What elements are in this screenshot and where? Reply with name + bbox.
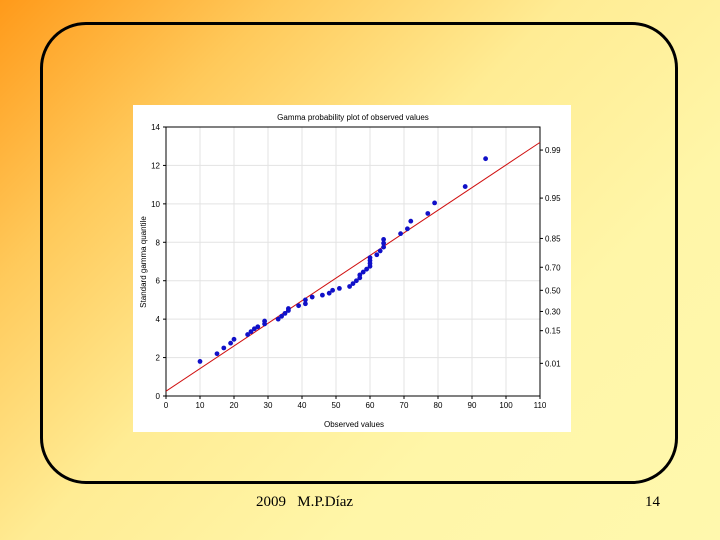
chart-panel: 0 10 20 30 40 50 60 70 80 90 100 110 0 2 4 6 8 10 12 14 0.…	[133, 105, 571, 432]
x-tick-label: 10	[196, 401, 205, 410]
data-point	[197, 359, 203, 364]
data-point	[377, 248, 383, 254]
footer-author: 2009 M.P.Díaz	[256, 494, 354, 510]
x-tick-label: 0	[164, 401, 169, 410]
x-tick-label: 70	[400, 401, 409, 410]
right-tick-label: 0.99	[545, 146, 561, 155]
y-tick-label: 12	[151, 161, 160, 170]
x-axis-ticks: 0 10 20 30 40 50 60 70 80 90 100 110	[164, 396, 547, 410]
y-axis-label: Standard gamma quantile	[139, 216, 148, 308]
fit-line	[165, 141, 541, 392]
data-point	[432, 200, 437, 206]
right-tick-label: 0.30	[545, 307, 561, 316]
data-point	[279, 313, 284, 319]
x-tick-label: 90	[468, 401, 477, 410]
data-point	[286, 306, 291, 311]
slide-frame	[40, 22, 678, 484]
data-point	[296, 303, 301, 309]
x-tick-label: 30	[264, 401, 273, 410]
data-point	[248, 329, 254, 335]
data-point	[337, 286, 342, 291]
gamma-probability-chart: 0 10 20 30 40 50 60 70 80 90 100 110 0 2 4 6 8 10 12 14 0.…	[139, 113, 561, 429]
y-tick-label: 2	[156, 354, 161, 363]
page-number: 14	[645, 494, 660, 510]
data-point	[282, 310, 288, 316]
x-tick-label: 60	[366, 401, 375, 410]
x-tick-label: 40	[298, 401, 307, 410]
data-point	[255, 324, 261, 330]
y-tick-label: 0	[156, 392, 161, 401]
data-point	[381, 237, 386, 242]
plot-frame	[165, 126, 541, 397]
data-point	[214, 351, 220, 357]
right-tick-label: 0.95	[545, 194, 561, 203]
y-tick-label: 6	[156, 277, 161, 286]
data-points	[197, 156, 488, 364]
data-point	[381, 244, 386, 250]
data-point	[483, 156, 488, 162]
right-axis-ticks: 0.01 0.15 0.30 0.50 0.70 0.85 0.95 0.99	[540, 146, 561, 368]
data-point	[262, 318, 267, 324]
data-point	[354, 278, 359, 284]
data-point	[231, 336, 237, 342]
y-tick-label: 8	[156, 238, 161, 247]
data-point	[245, 332, 250, 337]
right-tick-label: 0.01	[545, 359, 561, 368]
right-tick-label: 0.15	[545, 327, 561, 336]
data-point	[228, 340, 233, 346]
data-point	[347, 284, 352, 289]
x-axis-label: Observed values	[324, 420, 384, 429]
chart-grid	[165, 126, 541, 397]
y-tick-label: 4	[156, 315, 161, 324]
right-tick-label: 0.50	[545, 286, 561, 295]
data-point	[360, 269, 366, 275]
data-point	[303, 297, 308, 303]
right-tick-label: 0.70	[545, 263, 561, 272]
data-point	[405, 226, 410, 232]
x-tick-label: 100	[499, 401, 513, 410]
data-point	[374, 252, 380, 258]
data-point	[221, 345, 227, 351]
y-axis-ticks: 0 2 4 6 8 10 12 14	[151, 123, 166, 401]
data-point	[320, 292, 325, 298]
data-point	[367, 255, 373, 261]
data-point	[275, 316, 281, 322]
data-point	[425, 211, 431, 216]
data-point	[326, 290, 332, 296]
x-tick-label: 110	[534, 401, 547, 410]
data-point	[350, 281, 356, 286]
data-point	[364, 266, 369, 272]
y-tick-label: 10	[151, 200, 160, 209]
data-point	[381, 240, 386, 246]
data-point	[408, 218, 414, 224]
data-point	[462, 184, 468, 189]
data-point	[303, 301, 308, 307]
data-point	[357, 272, 363, 278]
x-tick-label: 50	[332, 401, 341, 410]
data-point	[330, 287, 335, 293]
data-point	[309, 294, 315, 300]
chart-title: Gamma probability plot of observed value…	[277, 113, 429, 122]
x-tick-label: 20	[230, 401, 239, 410]
data-point	[398, 231, 403, 237]
y-tick-label: 14	[151, 123, 160, 132]
x-tick-label: 80	[434, 401, 443, 410]
right-tick-label: 0.85	[545, 234, 561, 243]
